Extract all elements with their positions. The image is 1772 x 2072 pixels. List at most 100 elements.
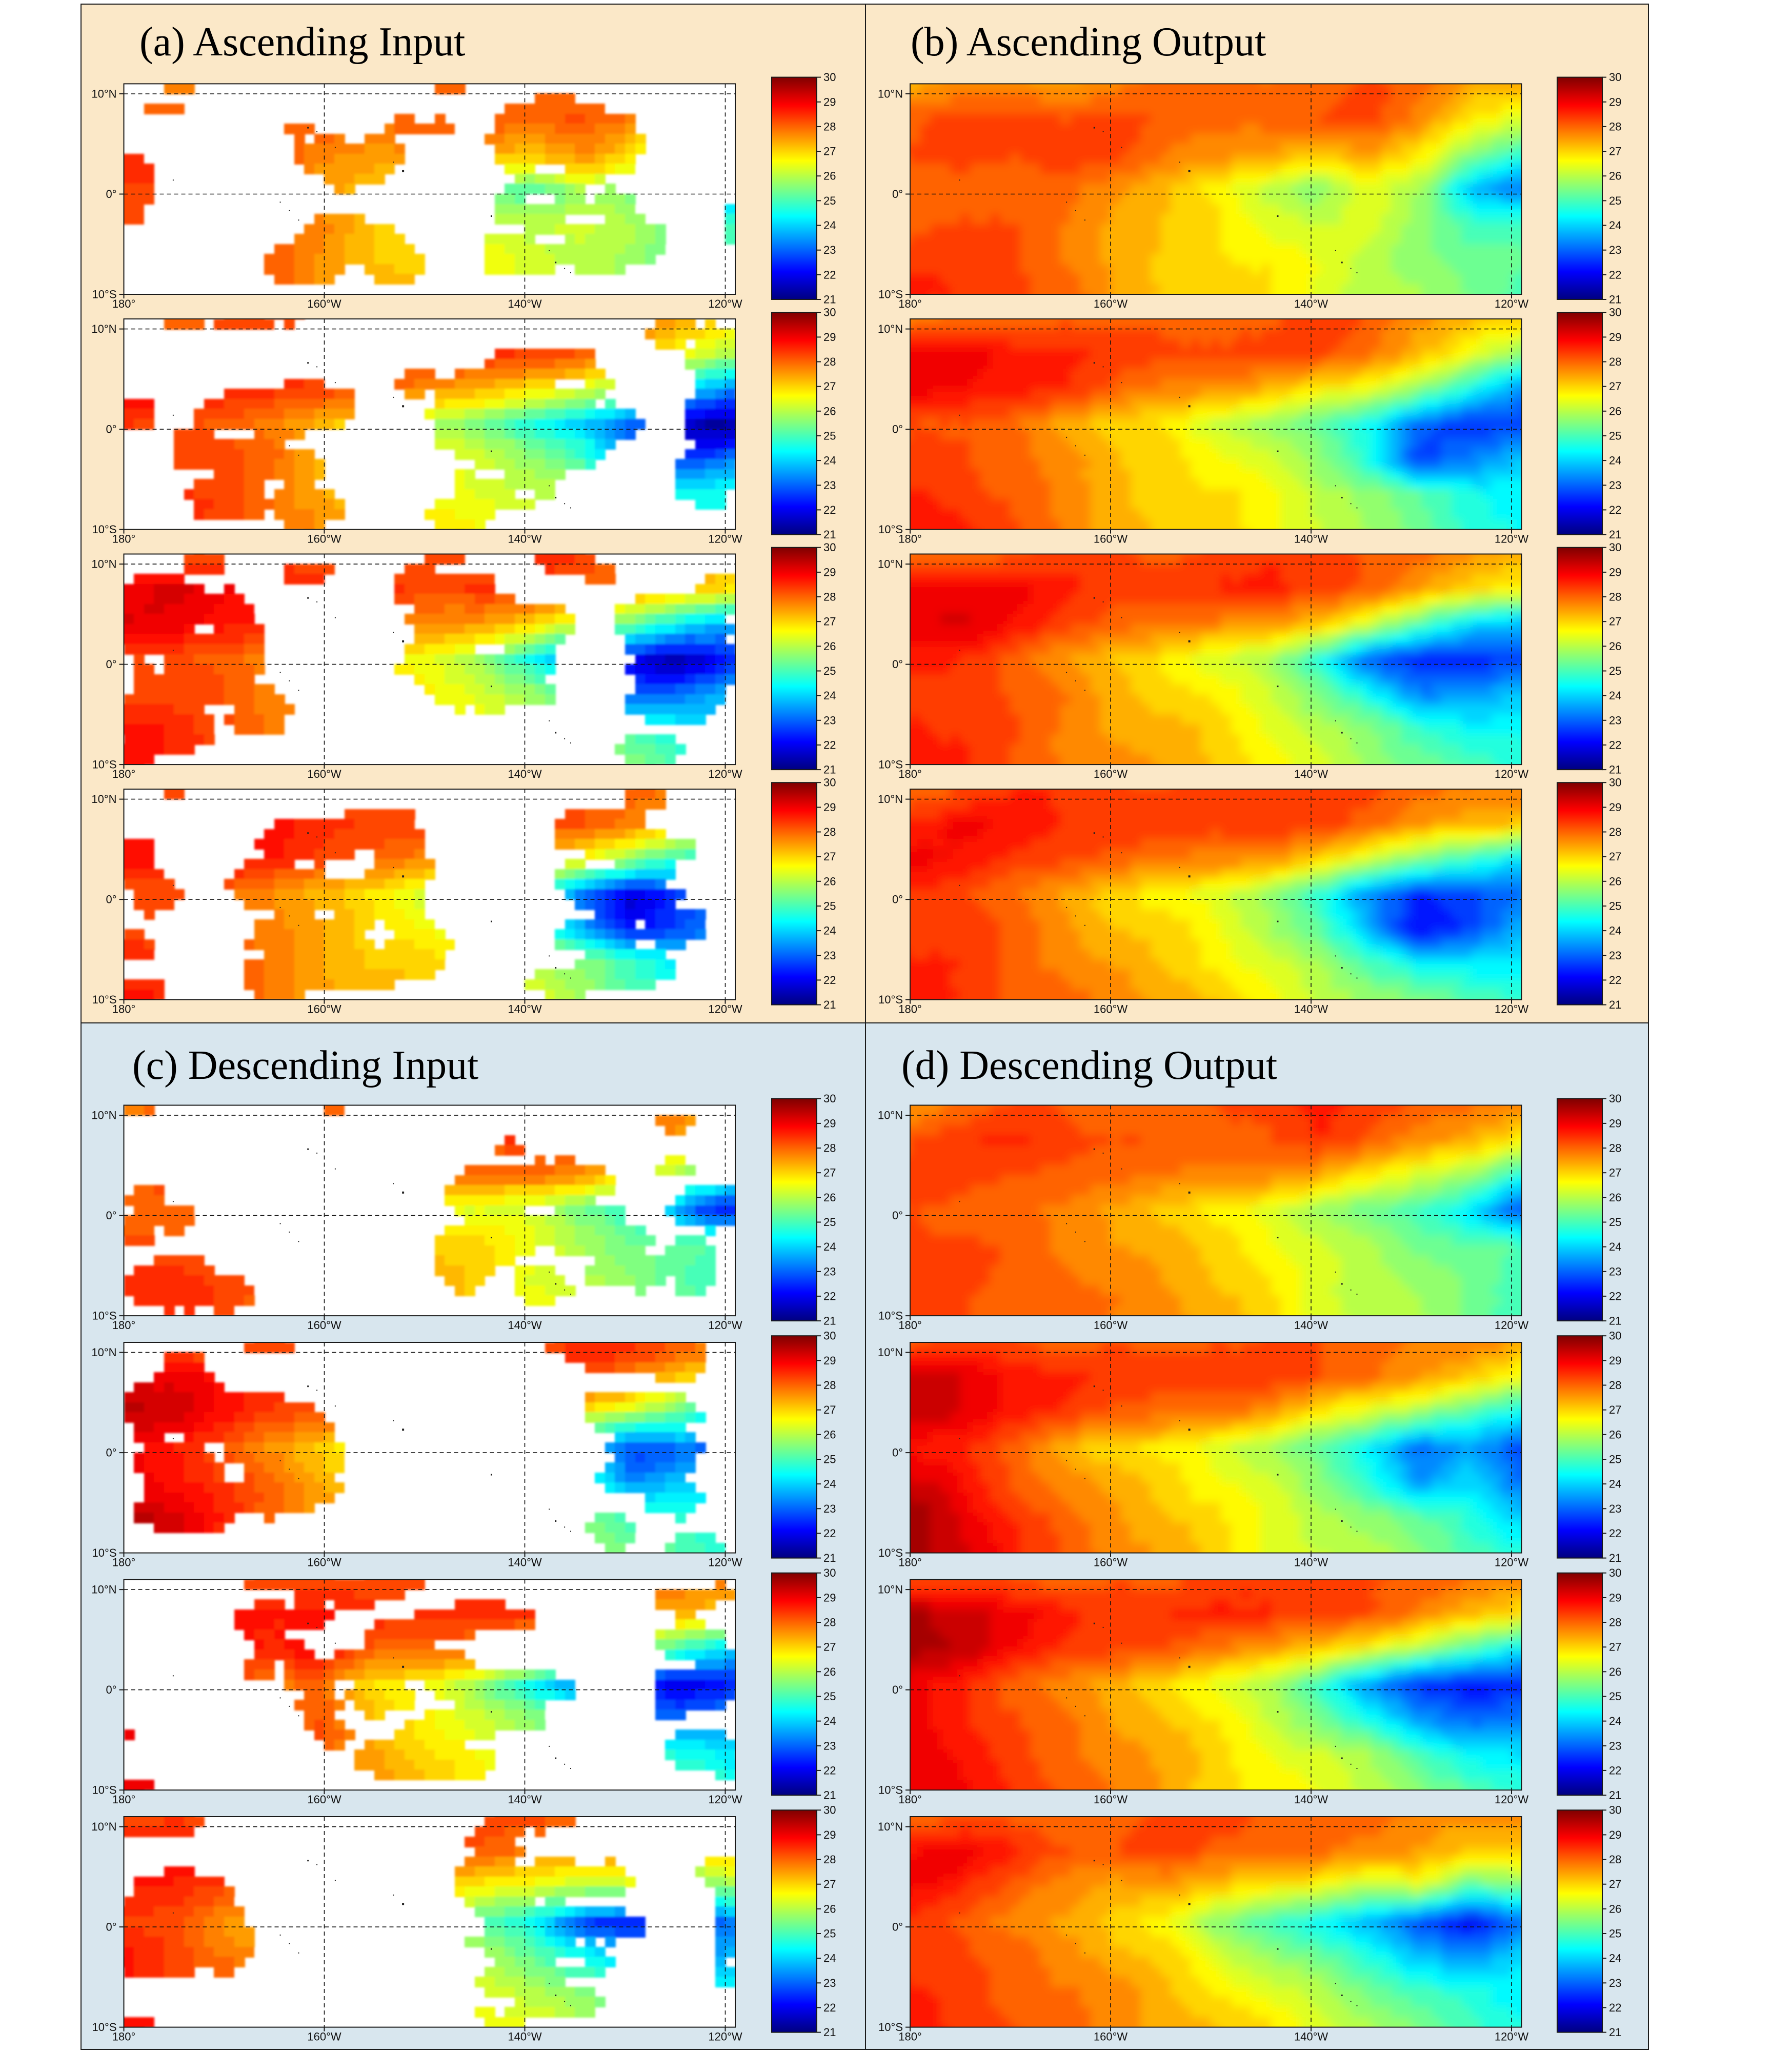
svg-text:26: 26 [823,875,836,888]
svg-text:24: 24 [823,1715,836,1727]
svg-text:140°W: 140°W [508,1793,542,1806]
svg-text:180°: 180° [898,1793,922,1806]
svg-text:120°W: 120°W [1495,1003,1529,1016]
svg-text:10°S: 10°S [878,1784,903,1797]
svg-text:29: 29 [823,801,836,814]
svg-text:28: 28 [823,1142,836,1155]
svg-text:23: 23 [823,1502,836,1515]
svg-text:26: 26 [1609,170,1621,183]
svg-text:27: 27 [823,1166,836,1179]
svg-text:10°S: 10°S [92,1310,117,1322]
svg-text:180°: 180° [898,297,922,310]
svg-text:29: 29 [1609,1117,1621,1130]
svg-text:22: 22 [1609,268,1621,281]
svg-text:160°W: 160°W [1094,768,1128,780]
svg-text:180°: 180° [898,768,922,780]
svg-text:25: 25 [1609,1690,1621,1703]
svg-text:0°: 0° [892,1446,903,1459]
svg-text:10°S: 10°S [92,1546,117,1559]
svg-text:0°: 0° [106,423,116,436]
svg-text:26: 26 [1609,1665,1621,1678]
svg-text:21: 21 [1609,1789,1621,1802]
svg-text:25: 25 [1609,430,1621,442]
svg-text:26: 26 [823,1191,836,1204]
svg-text:23: 23 [1609,244,1621,256]
svg-text:22: 22 [823,1290,836,1302]
svg-text:26: 26 [1609,875,1621,888]
svg-text:10°S: 10°S [878,1546,903,1559]
svg-text:0°: 0° [892,188,903,200]
svg-text:180°: 180° [112,1003,136,1016]
svg-text:30: 30 [1609,541,1621,554]
svg-text:25: 25 [1609,900,1621,913]
svg-text:10°S: 10°S [878,523,903,536]
svg-text:10°N: 10°N [91,88,116,100]
svg-text:10°S: 10°S [878,1310,903,1322]
svg-text:21: 21 [823,1552,836,1564]
svg-text:28: 28 [1609,1379,1621,1392]
svg-text:140°W: 140°W [1294,1556,1328,1569]
svg-text:23: 23 [823,949,836,962]
svg-text:10°N: 10°N [878,88,903,100]
svg-text:27: 27 [1609,1641,1621,1654]
svg-text:24: 24 [823,924,836,937]
svg-text:28: 28 [1609,591,1621,604]
svg-text:28: 28 [1609,355,1621,368]
svg-text:30: 30 [1609,1566,1621,1579]
svg-text:25: 25 [823,1453,836,1466]
svg-text:22: 22 [823,1527,836,1540]
svg-text:27: 27 [1609,1403,1621,1416]
svg-text:29: 29 [823,1591,836,1604]
svg-text:120°W: 120°W [1495,1793,1529,1806]
svg-text:21: 21 [823,1789,836,1802]
svg-text:30: 30 [823,1566,836,1579]
svg-text:10°N: 10°N [91,323,116,335]
svg-text:30: 30 [823,541,836,554]
svg-text:21: 21 [1609,1315,1621,1327]
svg-text:180°: 180° [112,1556,136,1569]
svg-text:10°S: 10°S [878,758,903,771]
svg-text:24: 24 [1609,924,1621,937]
svg-text:140°W: 140°W [1294,768,1328,780]
svg-text:0°: 0° [106,188,116,200]
svg-text:22: 22 [1609,738,1621,751]
svg-text:24: 24 [1609,1715,1621,1727]
svg-text:10°N: 10°N [878,558,903,571]
svg-text:120°W: 120°W [1495,297,1529,310]
svg-text:22: 22 [1609,974,1621,987]
svg-text:120°W: 120°W [1495,768,1529,780]
svg-text:30: 30 [1609,1092,1621,1105]
svg-text:28: 28 [823,826,836,838]
svg-text:27: 27 [823,1403,836,1416]
svg-text:28: 28 [1609,1616,1621,1629]
svg-text:23: 23 [823,244,836,256]
svg-text:10°N: 10°N [91,558,116,571]
svg-text:140°W: 140°W [1294,1793,1328,1806]
svg-text:26: 26 [823,640,836,653]
svg-text:160°W: 160°W [307,1003,341,1016]
svg-text:120°W: 120°W [708,768,742,780]
svg-text:25: 25 [1609,1453,1621,1466]
svg-text:180°: 180° [112,768,136,780]
svg-text:26: 26 [1609,1428,1621,1441]
svg-text:21: 21 [823,763,836,776]
svg-text:10°S: 10°S [878,993,903,1006]
svg-text:29: 29 [823,566,836,578]
svg-text:24: 24 [823,454,836,467]
svg-text:23: 23 [1609,949,1621,962]
svg-text:21: 21 [823,293,836,306]
svg-text:10°N: 10°N [878,1109,903,1122]
svg-text:10°N: 10°N [878,1346,903,1359]
svg-text:140°W: 140°W [508,297,542,310]
svg-text:160°W: 160°W [307,1556,341,1569]
svg-text:180°: 180° [898,1319,922,1332]
svg-text:10°N: 10°N [91,1583,116,1596]
svg-text:30: 30 [823,306,836,319]
svg-text:29: 29 [1609,1591,1621,1604]
svg-text:22: 22 [823,738,836,751]
svg-text:24: 24 [1609,1240,1621,1253]
svg-text:22: 22 [1609,1764,1621,1777]
svg-text:21: 21 [1609,528,1621,541]
svg-text:140°W: 140°W [1294,1003,1328,1016]
svg-text:140°W: 140°W [508,1003,542,1016]
